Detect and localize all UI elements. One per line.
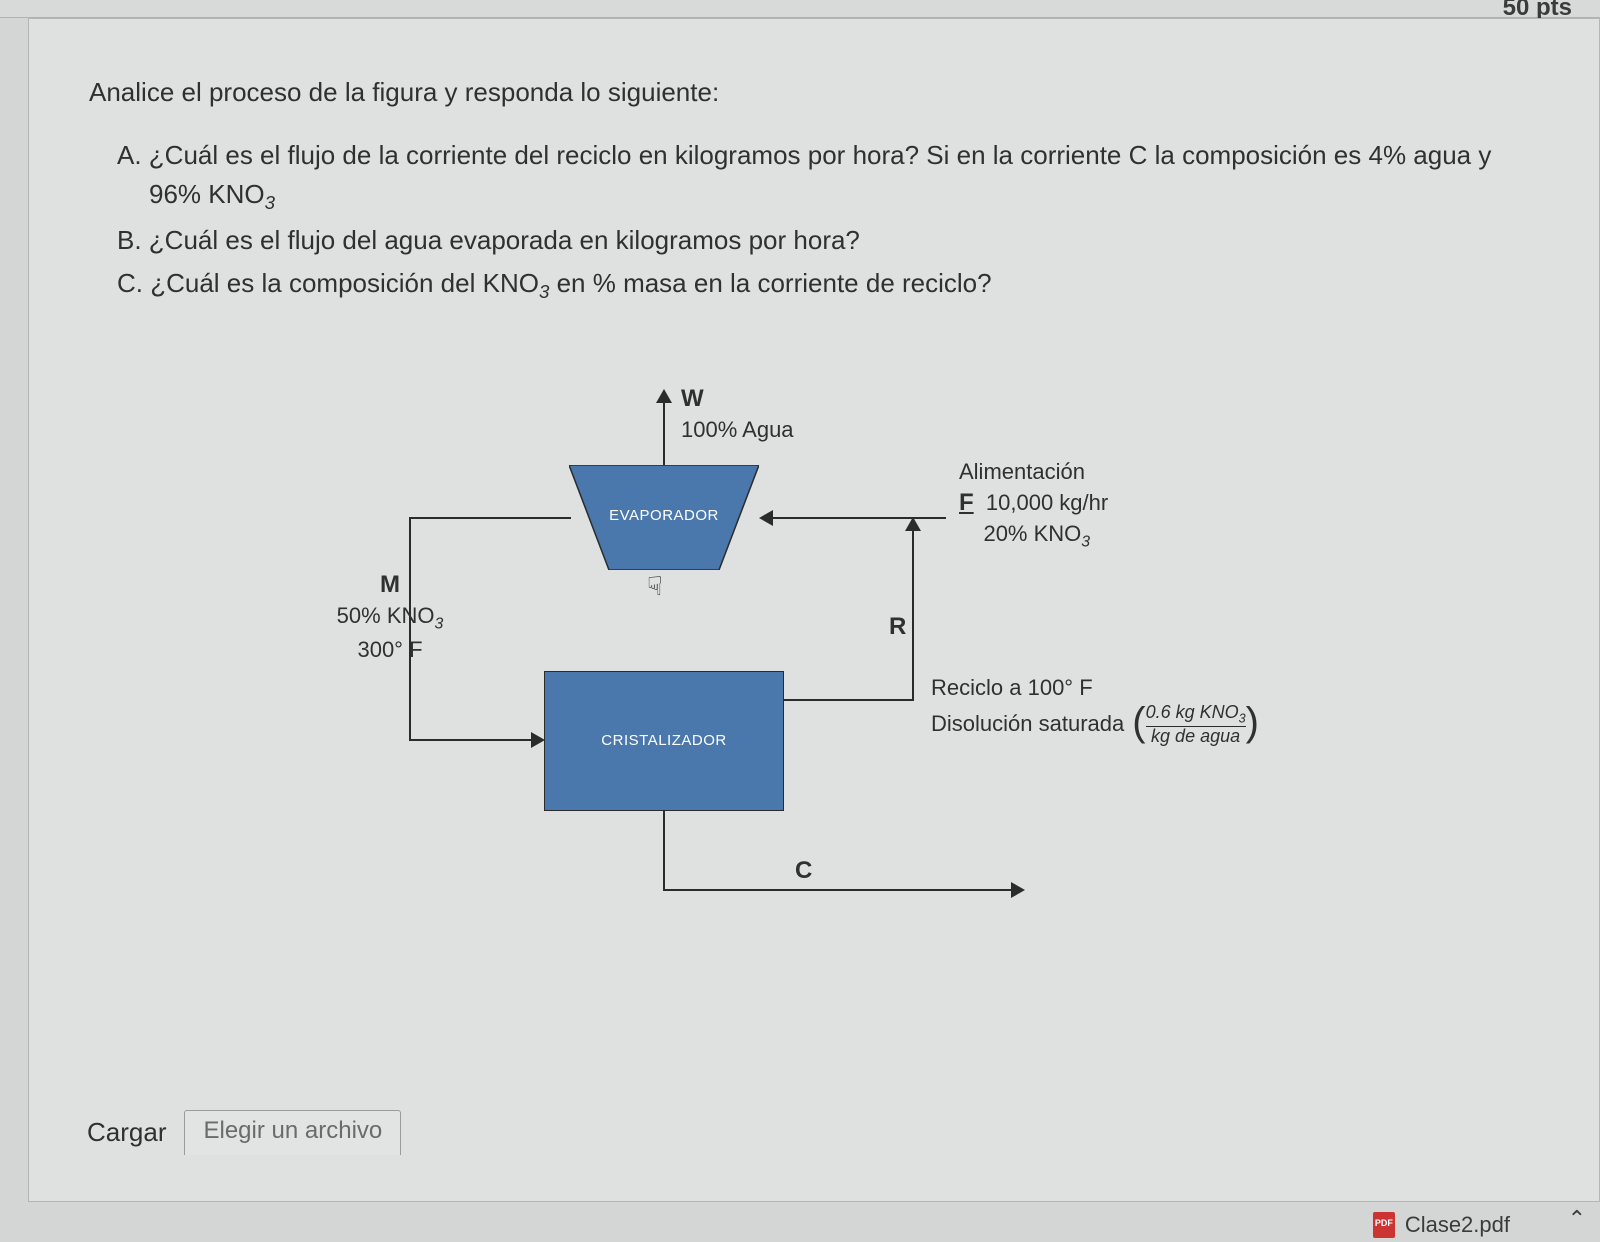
- upload-label: Cargar: [87, 1117, 166, 1148]
- stream-c-v: [663, 811, 665, 891]
- top-ribbon: [0, 0, 1600, 18]
- stream-w-label: W 100% Agua: [681, 383, 794, 445]
- stream-w-line: [663, 399, 665, 469]
- stream-r-arrow: [905, 517, 921, 531]
- crystallizer-label: CRISTALIZADOR: [545, 732, 783, 749]
- stream-w-arrow: [656, 389, 672, 403]
- upload-area: Cargar Elegir un archivo: [87, 1110, 401, 1155]
- evaporator-block[interactable]: EVAPORADOR: [569, 465, 759, 570]
- question-a-sub: 3: [265, 192, 275, 213]
- stream-r-detail: Reciclo a 100° F Disolución saturada ( 0…: [931, 673, 1259, 745]
- question-a: A. ¿Cuál es el flujo de la corriente del…: [117, 136, 1539, 217]
- stream-c-arrow: [1011, 882, 1025, 898]
- stream-c-name: C: [795, 855, 812, 887]
- question-c: C. ¿Cuál es la composición del KNO3 en %…: [117, 264, 1539, 306]
- question-b: B. ¿Cuál es el flujo del agua evaporada …: [117, 221, 1539, 260]
- pdf-icon: [1373, 1212, 1395, 1238]
- hand-cursor-icon: ☟: [647, 571, 663, 602]
- stream-m-arrow: [531, 732, 545, 748]
- stream-r-name: R: [889, 611, 906, 643]
- question-c-post: en % masa en la corriente de reciclo?: [549, 268, 991, 298]
- process-diagram: W 100% Agua EVAPORADOR ☟ Alimentación F …: [339, 389, 1339, 989]
- evaporator-label: EVAPORADOR: [569, 507, 759, 524]
- question-c-sub: 3: [539, 281, 549, 302]
- stream-c-h: [663, 889, 1013, 891]
- crystallizer-block[interactable]: CRISTALIZADOR: [544, 671, 784, 811]
- stream-f-label: Alimentación F 10,000 kg/hr 20% KNO3: [959, 457, 1108, 553]
- question-list: A. ¿Cuál es el flujo de la corriente del…: [89, 136, 1539, 307]
- question-c-pre: C. ¿Cuál es la composición del KNO: [117, 268, 539, 298]
- chevron-up-icon[interactable]: ⌃: [1568, 1206, 1586, 1232]
- stream-f-arrow: [759, 510, 773, 526]
- footer-file[interactable]: Clase2.pdf: [1373, 1212, 1510, 1238]
- stream-m-bot: [409, 739, 533, 741]
- choose-file-button[interactable]: Elegir un archivo: [184, 1110, 401, 1155]
- question-a-text: A. ¿Cuál es el flujo de la corriente del…: [117, 140, 1491, 209]
- stream-m-label: M 50% KNO3 300° F: [325, 569, 455, 665]
- footer-filename: Clase2.pdf: [1405, 1212, 1510, 1238]
- question-panel: Analice el proceso de la figura y respon…: [28, 18, 1600, 1202]
- stream-m-top: [409, 517, 571, 519]
- stream-r-h: [784, 699, 914, 701]
- question-intro: Analice el proceso de la figura y respon…: [89, 73, 1539, 112]
- stream-r-v: [912, 529, 914, 701]
